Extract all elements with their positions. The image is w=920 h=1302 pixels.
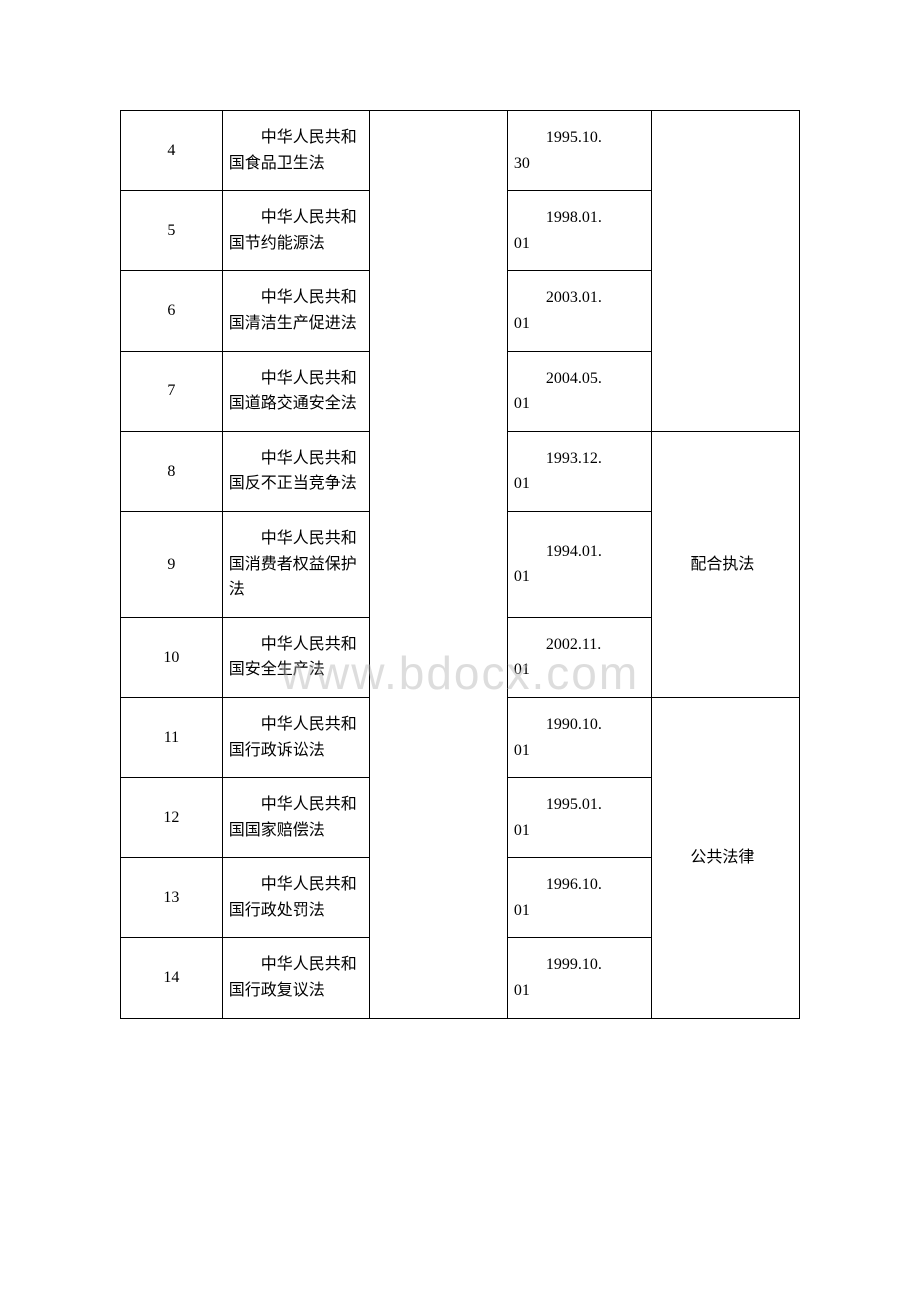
effective-date: 2002.11. 01 bbox=[507, 617, 652, 697]
effective-date: 1998.01. 01 bbox=[507, 191, 652, 271]
row-number: 13 bbox=[121, 858, 223, 938]
law-name: 中华人民共和国反不正当竞争法 bbox=[222, 431, 370, 511]
law-name: 中华人民共和国国家赔偿法 bbox=[222, 778, 370, 858]
laws-table-container: 4中华人民共和国食品卫生法 1995.10. 30 5中华人民共和国节约能源法 199… bbox=[120, 110, 800, 1019]
law-name: 中华人民共和国食品卫生法 bbox=[222, 111, 370, 191]
remark-cell: 公共法律 bbox=[652, 697, 800, 1018]
law-name: 中华人民共和国安全生产法 bbox=[222, 617, 370, 697]
row-number: 11 bbox=[121, 697, 223, 777]
row-number: 7 bbox=[121, 351, 223, 431]
effective-date: 1990.10. 01 bbox=[507, 697, 652, 777]
law-name: 中华人民共和国行政处罚法 bbox=[222, 858, 370, 938]
laws-table-body: 4中华人民共和国食品卫生法 1995.10. 30 5中华人民共和国节约能源法 199… bbox=[121, 111, 800, 1019]
table-row: 4中华人民共和国食品卫生法 1995.10. 30 bbox=[121, 111, 800, 191]
effective-date: 2003.01. 01 bbox=[507, 271, 652, 351]
effective-date: 1994.01. 01 bbox=[507, 511, 652, 617]
law-name: 中华人民共和国行政复议法 bbox=[222, 938, 370, 1018]
row-number: 12 bbox=[121, 778, 223, 858]
law-name: 中华人民共和国清洁生产促进法 bbox=[222, 271, 370, 351]
effective-date: 1995.01. 01 bbox=[507, 778, 652, 858]
row-number: 6 bbox=[121, 271, 223, 351]
row-number: 5 bbox=[121, 191, 223, 271]
effective-date: 2004.05. 01 bbox=[507, 351, 652, 431]
row-number: 14 bbox=[121, 938, 223, 1018]
row-number: 9 bbox=[121, 511, 223, 617]
law-name: 中华人民共和国消费者权益保护法 bbox=[222, 511, 370, 617]
effective-date: 1996.10. 01 bbox=[507, 858, 652, 938]
row-number: 10 bbox=[121, 617, 223, 697]
effective-date: 1993.12. 01 bbox=[507, 431, 652, 511]
row-number: 8 bbox=[121, 431, 223, 511]
law-name: 中华人民共和国道路交通安全法 bbox=[222, 351, 370, 431]
law-name: 中华人民共和国节约能源法 bbox=[222, 191, 370, 271]
laws-table: 4中华人民共和国食品卫生法 1995.10. 30 5中华人民共和国节约能源法 199… bbox=[120, 110, 800, 1019]
empty-merged-cell bbox=[370, 111, 507, 1019]
effective-date: 1999.10. 01 bbox=[507, 938, 652, 1018]
law-name: 中华人民共和国行政诉讼法 bbox=[222, 697, 370, 777]
row-number: 4 bbox=[121, 111, 223, 191]
remark-cell: 配合执法 bbox=[652, 431, 800, 697]
remark-cell bbox=[652, 111, 800, 432]
effective-date: 1995.10. 30 bbox=[507, 111, 652, 191]
